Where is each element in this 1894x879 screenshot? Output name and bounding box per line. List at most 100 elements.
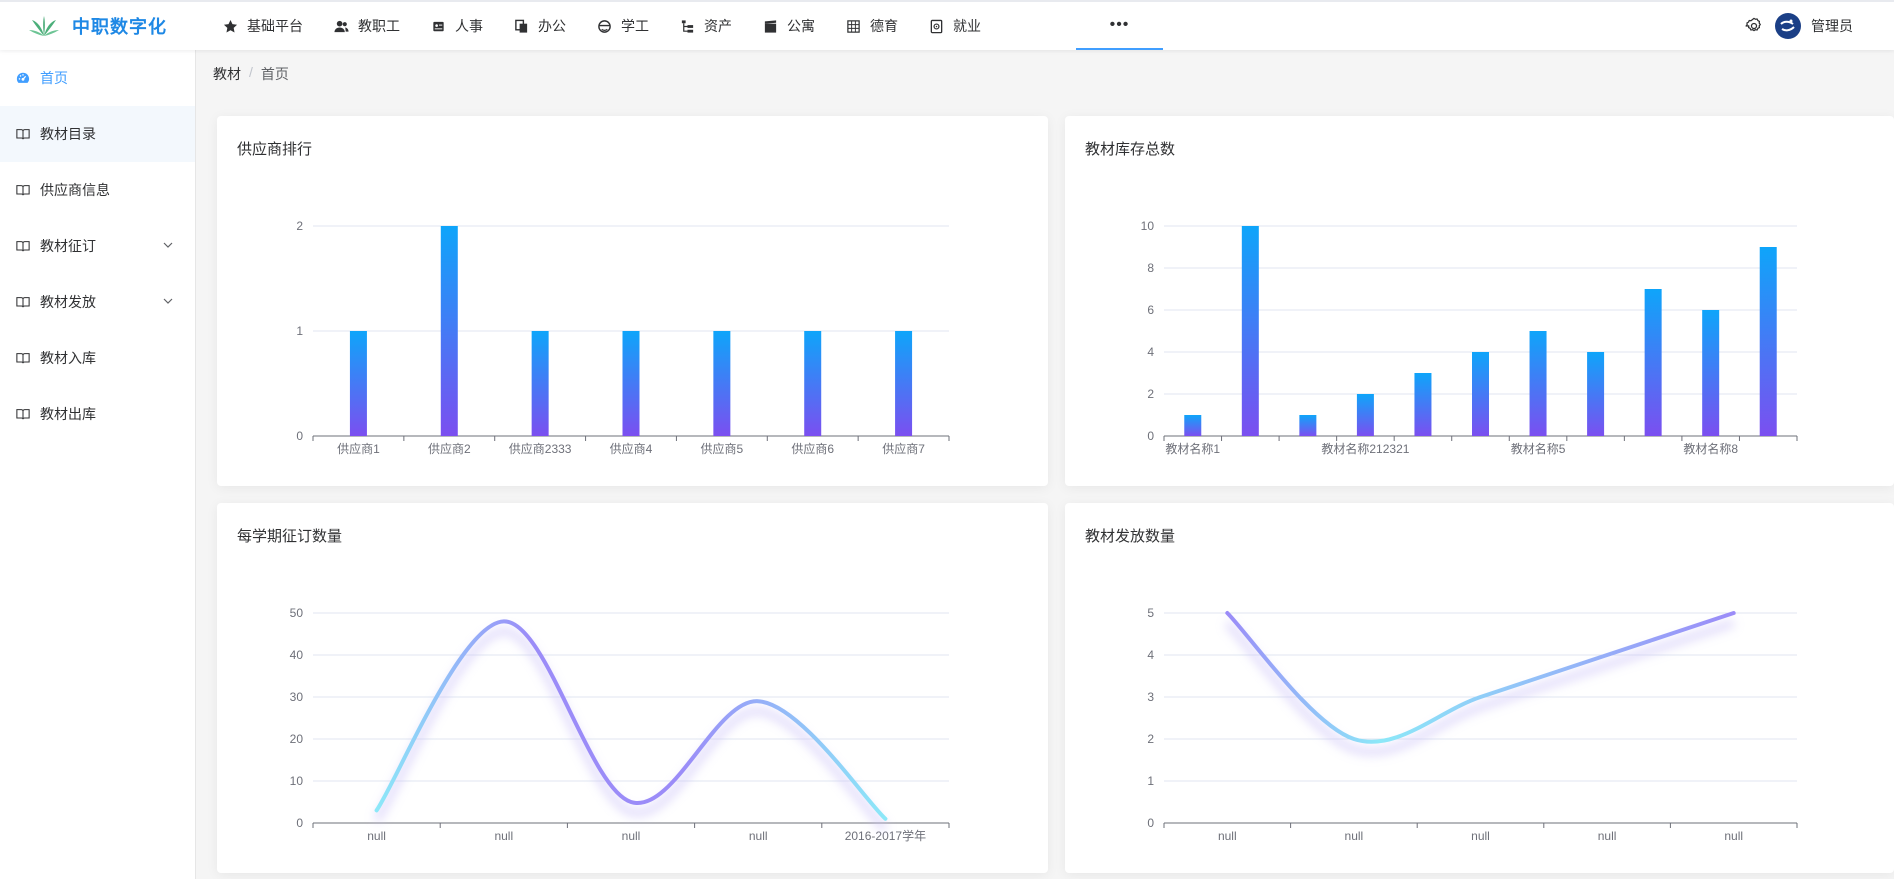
data-point[interactable] bbox=[1732, 611, 1736, 615]
book-icon bbox=[16, 409, 30, 420]
nav-label: 德育 bbox=[870, 18, 898, 34]
nav-item-office[interactable]: 办公 bbox=[499, 2, 582, 50]
bar[interactable] bbox=[1414, 373, 1432, 436]
bar[interactable] bbox=[622, 331, 640, 436]
y-tick-label: 2 bbox=[1147, 387, 1154, 401]
y-tick-label: 20 bbox=[290, 732, 304, 746]
logo-text: 中职数字化 bbox=[72, 17, 167, 37]
y-tick-label: 8 bbox=[1147, 261, 1154, 275]
sidebar-item-home[interactable]: 首页 bbox=[0, 50, 195, 106]
bar[interactable] bbox=[1472, 352, 1489, 436]
nav-item-basic-platform[interactable]: 基础平台 bbox=[208, 2, 319, 50]
semester-subscription-card: 每学期征订数量 0 10 20 30 40 50 null null null null 2016-… bbox=[217, 503, 1048, 873]
y-tick-label: 4 bbox=[1147, 345, 1154, 359]
data-point[interactable] bbox=[629, 800, 633, 804]
breadcrumb-current: 首页 bbox=[260, 66, 289, 82]
user-logo-icon bbox=[1780, 19, 1795, 32]
card-title: 教材库存总数 bbox=[1085, 141, 1176, 158]
sidebar-item-label: 教材出库 bbox=[40, 406, 96, 422]
sidebar-item-supplier[interactable]: 供应商信息 bbox=[0, 162, 195, 218]
x-tick-label: 教材名称1 bbox=[1165, 441, 1220, 456]
supplier-ranking-chart: 0 1 2 供应商1 供应商2 供应商2333 供应商4 供应商5 供应商6 供应商7 bbox=[296, 219, 950, 456]
id-card-icon bbox=[433, 21, 444, 31]
bar[interactable] bbox=[1587, 352, 1605, 436]
user-name[interactable]: 管理员 bbox=[1811, 18, 1853, 34]
x-tick-label: null bbox=[1724, 829, 1743, 843]
gear-icon[interactable] bbox=[1745, 17, 1763, 35]
nav-item-staff[interactable]: 教职工 bbox=[319, 2, 416, 50]
x-tick-label: 供应商2 bbox=[428, 441, 471, 456]
sidebar-item-label: 教材发放 bbox=[40, 294, 96, 310]
x-tick-label: null bbox=[367, 829, 386, 843]
bar[interactable] bbox=[1241, 226, 1259, 436]
book-icon bbox=[16, 297, 30, 308]
x-tick-label: null bbox=[622, 829, 641, 843]
nav-item-student-affairs[interactable]: 学工 bbox=[582, 2, 665, 50]
card-title: 教材发放数量 bbox=[1085, 528, 1176, 545]
chevron-down-icon[interactable] bbox=[163, 240, 173, 250]
data-point[interactable] bbox=[375, 808, 379, 812]
y-tick-label: 0 bbox=[296, 816, 303, 830]
clapper-icon bbox=[764, 19, 777, 33]
bar[interactable] bbox=[1644, 289, 1662, 436]
nav-item-apartment[interactable]: 公寓 bbox=[748, 2, 831, 50]
chevron-down-icon[interactable] bbox=[163, 296, 173, 306]
x-tick-label: 教材名称8 bbox=[1683, 441, 1738, 456]
y-tick-label: 10 bbox=[1141, 219, 1155, 233]
nav-label: 就业 bbox=[953, 18, 981, 34]
sidebar-item-stock-in[interactable]: 教材入库 bbox=[0, 330, 195, 386]
star-icon bbox=[223, 19, 238, 32]
sidebar-item-subscription[interactable]: 教材征订 bbox=[0, 218, 195, 274]
student-icon bbox=[598, 19, 611, 33]
avatar[interactable] bbox=[1775, 13, 1801, 39]
breadcrumb-parent[interactable]: 教材 bbox=[213, 66, 241, 82]
documents-icon bbox=[515, 19, 528, 33]
bar[interactable] bbox=[1299, 415, 1317, 436]
breadcrumb: 教材 / 首页 bbox=[213, 64, 289, 84]
sidebar: 首页 教材目录 供应商信息 教材征订 教材发放 教材入库 教材出库 bbox=[0, 50, 196, 879]
bar[interactable] bbox=[349, 331, 367, 436]
data-point[interactable] bbox=[1479, 695, 1483, 699]
nav-label: 教职工 bbox=[358, 18, 400, 34]
bar[interactable] bbox=[1356, 394, 1374, 436]
nav-item-employment[interactable]: 就业 bbox=[914, 2, 997, 50]
sidebar-item-catalog[interactable]: 教材目录 bbox=[0, 106, 195, 162]
data-point[interactable] bbox=[502, 619, 506, 623]
y-tick-label: 0 bbox=[296, 429, 303, 443]
nav-item-moral-education[interactable]: 德育 bbox=[831, 2, 914, 50]
nav-more-button[interactable]: ••• bbox=[1076, 2, 1163, 50]
y-tick-label: 0 bbox=[1147, 429, 1154, 443]
book-icon bbox=[16, 185, 30, 196]
bar[interactable] bbox=[1184, 415, 1202, 436]
sidebar-item-stock-out[interactable]: 教材出库 bbox=[0, 386, 195, 442]
sidebar-item-label: 教材目录 bbox=[40, 126, 96, 142]
bar[interactable] bbox=[440, 226, 458, 436]
sidebar-item-label: 教材入库 bbox=[40, 350, 96, 366]
bar[interactable] bbox=[1702, 310, 1720, 436]
bar[interactable] bbox=[531, 331, 549, 436]
bar[interactable] bbox=[804, 331, 822, 436]
users-icon bbox=[334, 20, 349, 32]
data-point[interactable] bbox=[1605, 653, 1609, 657]
y-tick-label: 6 bbox=[1147, 303, 1154, 317]
x-tick-label: 供应商6 bbox=[791, 441, 834, 456]
logo[interactable]: 中职数字化 bbox=[28, 2, 167, 50]
bar[interactable] bbox=[895, 331, 913, 436]
bar[interactable] bbox=[1759, 247, 1777, 436]
bar[interactable] bbox=[1529, 331, 1547, 436]
bar[interactable] bbox=[713, 331, 731, 436]
data-point[interactable] bbox=[756, 699, 760, 703]
x-tick-label: null bbox=[1471, 829, 1490, 843]
distribution-count-card: 教材发放数量 0 1 2 3 4 5 null null null null null bbox=[1065, 503, 1894, 873]
nav-item-hr[interactable]: 人事 bbox=[416, 2, 499, 50]
y-tick-label: 1 bbox=[296, 324, 303, 338]
sidebar-item-distribution[interactable]: 教材发放 bbox=[0, 274, 195, 330]
data-point[interactable] bbox=[1225, 611, 1229, 615]
data-point[interactable] bbox=[1352, 737, 1356, 741]
series-line[interactable] bbox=[374, 619, 888, 821]
data-point[interactable] bbox=[883, 817, 887, 821]
x-tick-label: 教材名称212321 bbox=[1321, 441, 1409, 456]
y-tick-label: 50 bbox=[290, 606, 304, 620]
nav-item-assets[interactable]: 资产 bbox=[665, 2, 748, 50]
series-line[interactable] bbox=[1225, 611, 1736, 744]
